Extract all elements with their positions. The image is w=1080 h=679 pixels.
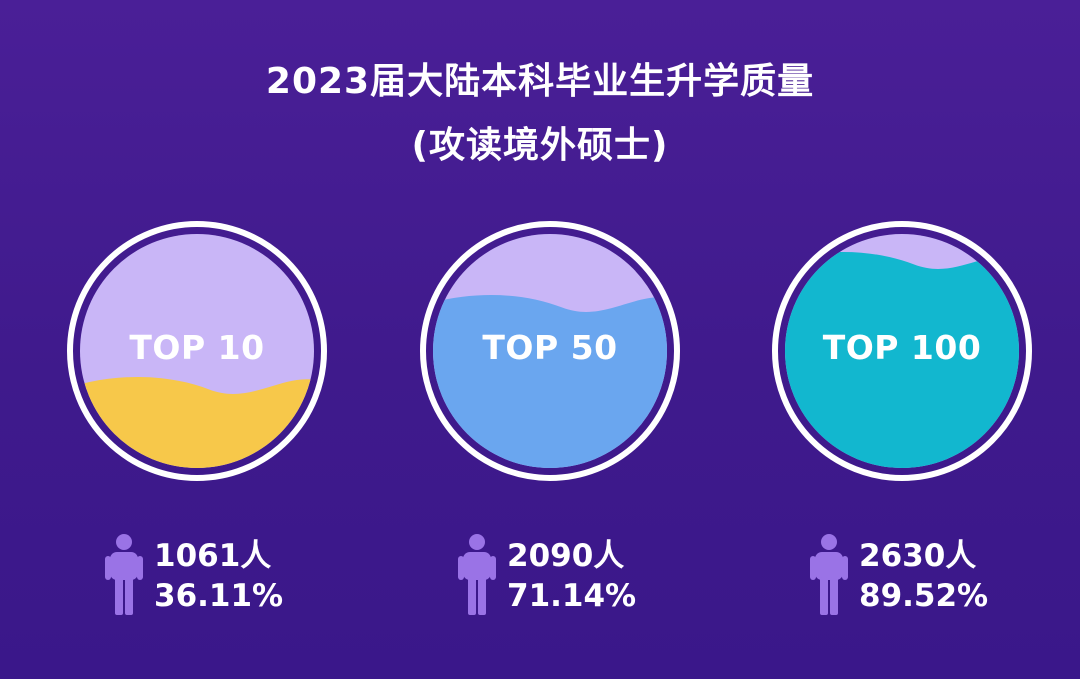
top10-count: 1061人 — [154, 538, 272, 574]
top100-stats: 2630人 89.52% — [809, 530, 1039, 620]
top10-label: TOP 10 — [129, 328, 265, 367]
top10-percent: 36.11% — [154, 578, 284, 614]
top50-liquid-svg — [420, 221, 680, 481]
top50-percent: 71.14% — [507, 578, 637, 614]
top100-card: TOP 100 2630人 89.52% — [767, 216, 1037, 636]
top100-bubble-ring — [772, 221, 1032, 481]
top100-label: TOP 100 — [822, 328, 982, 367]
top10-bubble-ring — [67, 221, 327, 481]
chart-subtitle: (攻读境外硕士) — [411, 125, 669, 166]
top50-count: 2090人 — [507, 538, 625, 574]
person-icon — [105, 534, 143, 615]
top100-liquid-bubble: TOP 100 — [767, 216, 1037, 486]
top50-liquid-bubble: TOP 50 — [415, 216, 685, 486]
top50-label: TOP 50 — [482, 328, 618, 367]
person-icon — [458, 534, 496, 615]
top100-count: 2630人 — [859, 538, 977, 574]
top50-stats: 2090人 71.14% — [457, 530, 687, 620]
top50-liquid-fill — [433, 295, 667, 468]
chart-title: 2023届大陆本科毕业生升学质量 — [265, 61, 815, 102]
top100-percent: 89.52% — [859, 578, 989, 614]
top10-liquid-fill — [80, 377, 314, 468]
top100-liquid-svg — [772, 221, 1032, 481]
person-icon — [810, 534, 848, 615]
top100-liquid-fill — [785, 252, 1019, 468]
top10-card: TOP 10 1061人 36.11% — [62, 216, 332, 636]
top10-liquid-svg — [67, 221, 327, 481]
top50-bubble-ring — [420, 221, 680, 481]
top10-liquid-bubble: TOP 10 — [62, 216, 332, 486]
top10-stats: 1061人 36.11% — [104, 530, 334, 620]
top50-card: TOP 50 2090人 71.14% — [415, 216, 685, 636]
